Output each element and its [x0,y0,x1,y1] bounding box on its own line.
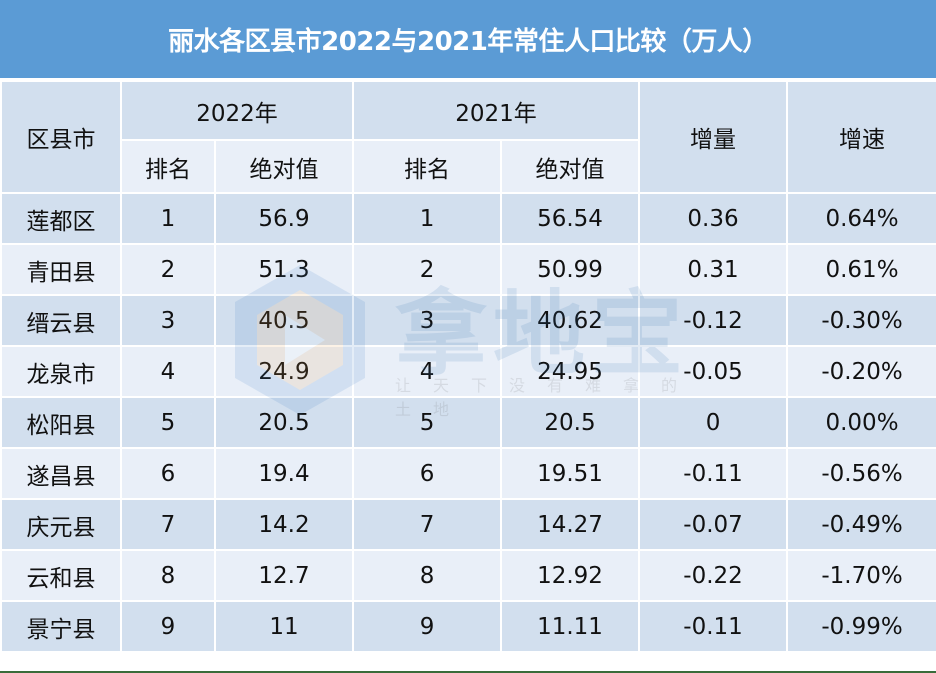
growth-rate: -0.49% [786,498,936,551]
value-2022: 56.9 [213,192,355,245]
value-2021: 40.62 [500,294,641,347]
change-value: 0 [638,396,789,449]
district-name: 龙泉市 [0,345,122,398]
change-value: 0.36 [638,192,789,245]
value-2021: 50.99 [500,243,641,296]
growth-rate: 0.61% [786,243,936,296]
growth-rate: 0.64% [786,192,936,245]
value-2022: 12.7 [213,549,355,602]
population-table: 区县市 2022年 2021年 增量 增速 排名 绝对值 排名 绝对值 莲都区 1… [0,80,936,653]
district-name: 景宁县 [0,600,122,653]
growth-rate: -0.56% [786,447,936,500]
rank-2021: 3 [352,294,503,347]
table-row: 松阳县 5 20.5 5 20.5 0 0.00% [0,396,936,449]
header-absolute-2021: 绝对值 [500,139,641,194]
rank-2021: 7 [352,498,503,551]
table-title: 丽水各区县市2022与2021年常住人口比较（万人） [0,0,936,78]
value-2021: 56.54 [500,192,641,245]
table-row: 龙泉市 4 24.9 4 24.95 -0.05 -0.20% [0,345,936,398]
table-row: 庆元县 7 14.2 7 14.27 -0.07 -0.49% [0,498,936,551]
header-district: 区县市 [0,80,122,194]
rank-2022: 2 [120,243,216,296]
change-value: -0.11 [638,600,789,653]
header-year-2021: 2021年 [352,80,641,141]
value-2022: 40.5 [213,294,355,347]
rank-2021: 8 [352,549,503,602]
change-value: -0.22 [638,549,789,602]
change-value: -0.12 [638,294,789,347]
growth-rate: -1.70% [786,549,936,602]
rank-2021: 2 [352,243,503,296]
table-row: 青田县 2 51.3 2 50.99 0.31 0.61% [0,243,936,296]
rank-2022: 1 [120,192,216,245]
rank-2021: 9 [352,600,503,653]
table-row: 云和县 8 12.7 8 12.92 -0.22 -1.70% [0,549,936,602]
change-value: -0.05 [638,345,789,398]
header-rank-2021: 排名 [352,139,503,194]
rank-2021: 4 [352,345,503,398]
growth-rate: 0.00% [786,396,936,449]
district-name: 莲都区 [0,192,122,245]
district-name: 松阳县 [0,396,122,449]
district-name: 云和县 [0,549,122,602]
value-2021: 24.95 [500,345,641,398]
district-name: 缙云县 [0,294,122,347]
rank-2022: 3 [120,294,216,347]
value-2022: 14.2 [213,498,355,551]
rank-2022: 4 [120,345,216,398]
growth-rate: -0.30% [786,294,936,347]
rank-2021: 6 [352,447,503,500]
change-value: 0.31 [638,243,789,296]
value-2021: 11.11 [500,600,641,653]
rank-2021: 1 [352,192,503,245]
value-2022: 19.4 [213,447,355,500]
district-name: 青田县 [0,243,122,296]
header-year-2022: 2022年 [119,80,355,141]
table-row: 缙云县 3 40.5 3 40.62 -0.12 -0.30% [0,294,936,347]
value-2021: 20.5 [500,396,641,449]
value-2022: 20.5 [213,396,355,449]
rank-2022: 8 [120,549,216,602]
rank-2021: 5 [352,396,503,449]
table-row: 遂昌县 6 19.4 6 19.51 -0.11 -0.56% [0,447,936,500]
table-row: 莲都区 1 56.9 1 56.54 0.36 0.64% [0,192,936,245]
rank-2022: 5 [120,396,216,449]
value-2021: 19.51 [500,447,641,500]
header-rank-2022: 排名 [120,139,216,194]
value-2021: 12.92 [500,549,641,602]
value-2022: 24.9 [213,345,355,398]
value-2022: 51.3 [213,243,355,296]
table-row: 景宁县 9 11 9 11.11 -0.11 -0.99% [0,600,936,653]
rank-2022: 7 [120,498,216,551]
bottom-border [0,671,936,673]
value-2022: 11 [213,600,355,653]
district-name: 庆元县 [0,498,122,551]
rank-2022: 6 [120,447,216,500]
growth-rate: -0.99% [786,600,936,653]
header-absolute-2022: 绝对值 [213,139,355,194]
value-2021: 14.27 [500,498,641,551]
header-growth: 增速 [786,80,936,194]
change-value: -0.11 [638,447,789,500]
header-change: 增量 [638,80,789,194]
rank-2022: 9 [120,600,216,653]
district-name: 遂昌县 [0,447,122,500]
change-value: -0.07 [638,498,789,551]
growth-rate: -0.20% [786,345,936,398]
